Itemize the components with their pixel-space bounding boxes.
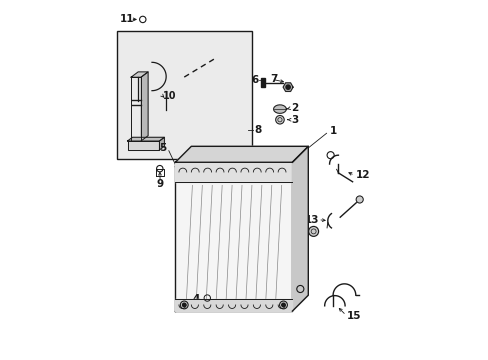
Text: 15: 15: [346, 311, 361, 321]
Text: 6: 6: [251, 75, 258, 85]
Text: 5: 5: [159, 143, 166, 153]
Text: 14: 14: [293, 225, 307, 235]
Text: 10: 10: [163, 91, 176, 101]
Polygon shape: [283, 83, 292, 91]
Polygon shape: [175, 299, 292, 311]
Text: 9: 9: [156, 179, 163, 189]
Bar: [117, 31, 251, 159]
Text: 12: 12: [355, 170, 369, 180]
Polygon shape: [175, 162, 292, 182]
Polygon shape: [159, 137, 164, 150]
Text: 1: 1: [329, 126, 336, 136]
Polygon shape: [141, 72, 148, 141]
Polygon shape: [175, 146, 307, 162]
Polygon shape: [261, 78, 264, 87]
Circle shape: [285, 85, 290, 89]
Circle shape: [281, 303, 285, 307]
Text: 4: 4: [192, 294, 200, 304]
Polygon shape: [131, 72, 148, 77]
Circle shape: [275, 116, 284, 124]
Polygon shape: [175, 162, 292, 311]
Circle shape: [182, 303, 185, 307]
Text: 13: 13: [304, 215, 318, 225]
Circle shape: [355, 196, 363, 203]
Text: 3: 3: [291, 115, 298, 125]
Polygon shape: [127, 137, 164, 141]
Polygon shape: [127, 141, 159, 150]
Polygon shape: [273, 105, 286, 113]
Circle shape: [308, 226, 318, 237]
Text: 2: 2: [291, 103, 298, 113]
Text: 11: 11: [120, 14, 134, 24]
Polygon shape: [292, 146, 307, 311]
Text: 8: 8: [254, 125, 261, 135]
Text: 7: 7: [270, 74, 278, 84]
